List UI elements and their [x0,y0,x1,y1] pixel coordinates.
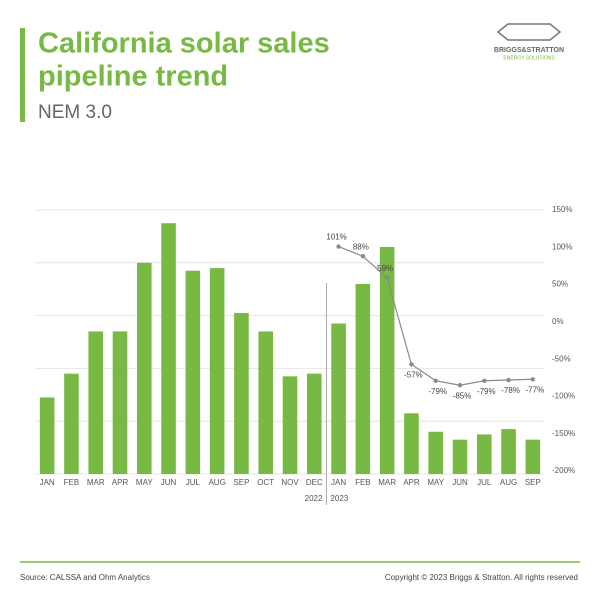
bar [355,283,371,474]
logo: BRIGGS&STRATTON ENERGY SOLUTIONS [494,23,564,61]
value-label: 59% [377,264,393,273]
bar [64,373,79,474]
bar [331,323,346,474]
x-tick-label: APR [112,478,129,487]
y2-tick-label: -200% [552,466,575,475]
logo-division: ENERGY SOLUTIONS [503,55,555,61]
x-tick-label: JAN [40,478,55,487]
bar [525,439,541,474]
trend-point [336,244,341,249]
subtitle: NEM 3.0 [38,102,112,123]
title-line: California solar sales [38,28,330,60]
bar [307,373,322,474]
value-label: -85% [453,391,472,400]
x-tick-label: MAR [378,478,396,487]
x-tick-label: MAY [427,478,444,487]
y2-tick-label: 100% [552,242,572,251]
y2-tick-label: 0% [552,317,564,326]
bar [501,429,516,474]
x-tick-label: OCT [257,478,274,487]
bar [137,262,152,474]
x-tick-label: SEP [233,478,249,487]
value-label: -78% [501,386,520,395]
x-tick-label: JUL [477,478,492,487]
title-line: pipeline trend [38,61,228,93]
x-tick-label: AUG [208,478,225,487]
x-tick-label: AUG [500,478,517,487]
bar [88,331,103,474]
bar [234,312,249,474]
trend-point [384,275,390,281]
trend-point [409,362,414,367]
y2-tick-label: -150% [552,429,575,438]
trend-point [360,254,366,259]
trend-point [530,377,536,382]
logo-brand: BRIGGS&STRATTON [494,47,564,54]
x-tick-label: FEB [355,478,371,487]
value-label: -79% [428,387,447,396]
x-tick-label: SEP [525,478,541,487]
x-tick-label: JAN [331,478,346,487]
year-label: 2022 [305,494,323,503]
bar [185,270,201,474]
value-label: -79% [477,387,496,396]
bar [477,434,492,474]
bar [404,413,419,474]
x-tick-label: MAR [87,478,105,487]
x-tick-label: JUN [452,478,468,487]
x-tick-label: DEC [306,478,323,487]
bar [112,331,128,474]
bar [379,246,395,474]
x-tick-label: JUN [161,478,177,487]
x-tick-label: JUL [186,478,201,487]
trend-point [433,378,438,383]
trend-point [482,378,487,383]
y2-tick-label: -100% [552,392,575,401]
bar [452,439,468,474]
trend-point [506,377,511,383]
bar [258,331,273,474]
bar [161,223,176,474]
y2-tick-label: 50% [552,280,568,289]
logo-mark [496,23,562,41]
bar [282,376,298,474]
value-label: -57% [404,370,423,379]
y2-tick-label: -50% [552,354,571,363]
source: Source: CALSSA and Ohm Analytics [20,573,150,582]
x-tick-label: MAY [136,478,153,487]
value-label: 88% [353,242,369,251]
bar [428,431,443,474]
value-label: -77% [526,385,545,394]
x-tick-label: NOV [281,478,299,487]
bar [209,268,225,474]
year-label: 2023 [330,494,348,503]
trend-point [457,383,463,388]
copyright: Copyright © 2023 Briggs & Stratton. All … [385,573,578,582]
accent-bar [20,28,25,122]
y2-tick-label: 150% [552,205,572,214]
bar [39,397,55,474]
x-tick-label: FEB [64,478,80,487]
x-tick-label: APR [403,478,420,487]
value-label: 101% [326,233,346,242]
